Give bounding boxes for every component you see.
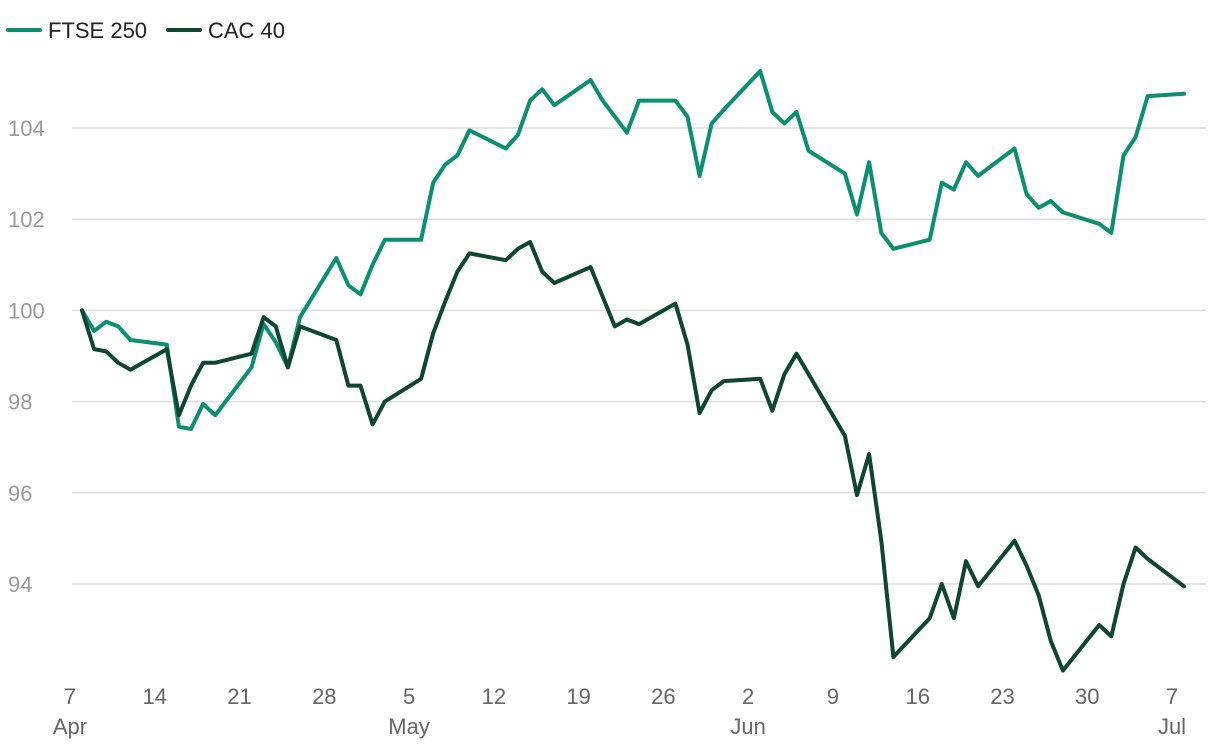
series-lines [80,69,1186,673]
x-tick-label-day: 30 [1075,684,1099,709]
x-axis-tick-labels: 7 Apr 14 21 28 5 May 12 19 26 2 Jun 9 16 23 30 7 Jul [53,684,1186,739]
x-tick-label-day: 28 [312,684,336,709]
y-tick-label: 94 [8,572,32,597]
x-tick-label-month: Jul [1158,714,1186,739]
legend: FTSE 250 CAC 40 [6,18,285,43]
series-line-ftse-250 [80,69,1186,431]
x-tick-label-day: 12 [482,684,506,709]
y-tick-label: 98 [8,390,32,415]
x-tick-label-day: 16 [905,684,929,709]
x-tick-label-day: 26 [651,684,675,709]
series-line-cac-40 [80,240,1186,673]
x-tick-label-day: 5 [403,684,415,709]
y-tick-label: 96 [8,481,32,506]
y-tick-label: 102 [8,207,45,232]
x-tick-label-day: 23 [990,684,1014,709]
y-tick-label: 100 [8,298,45,323]
y-tick-label: 104 [8,116,45,141]
x-tick-label-month: Apr [53,714,87,739]
x-tick-label-day: 7 [64,684,76,709]
x-tick-label-day: 2 [742,684,754,709]
x-tick-label-month: Jun [730,714,765,739]
grid [72,127,1206,585]
x-tick-label-month: May [388,714,430,739]
legend-label-cac-40: CAC 40 [208,18,285,43]
x-tick-label-day: 7 [1166,684,1178,709]
x-tick-label-day: 9 [827,684,839,709]
y-axis-tick-labels: 94 96 98 100 102 104 [8,116,45,597]
x-tick-label-day: 21 [227,684,251,709]
x-tick-label-day: 19 [566,684,590,709]
legend-label-ftse-250: FTSE 250 [48,18,147,43]
x-tick-label-day: 14 [143,684,167,709]
